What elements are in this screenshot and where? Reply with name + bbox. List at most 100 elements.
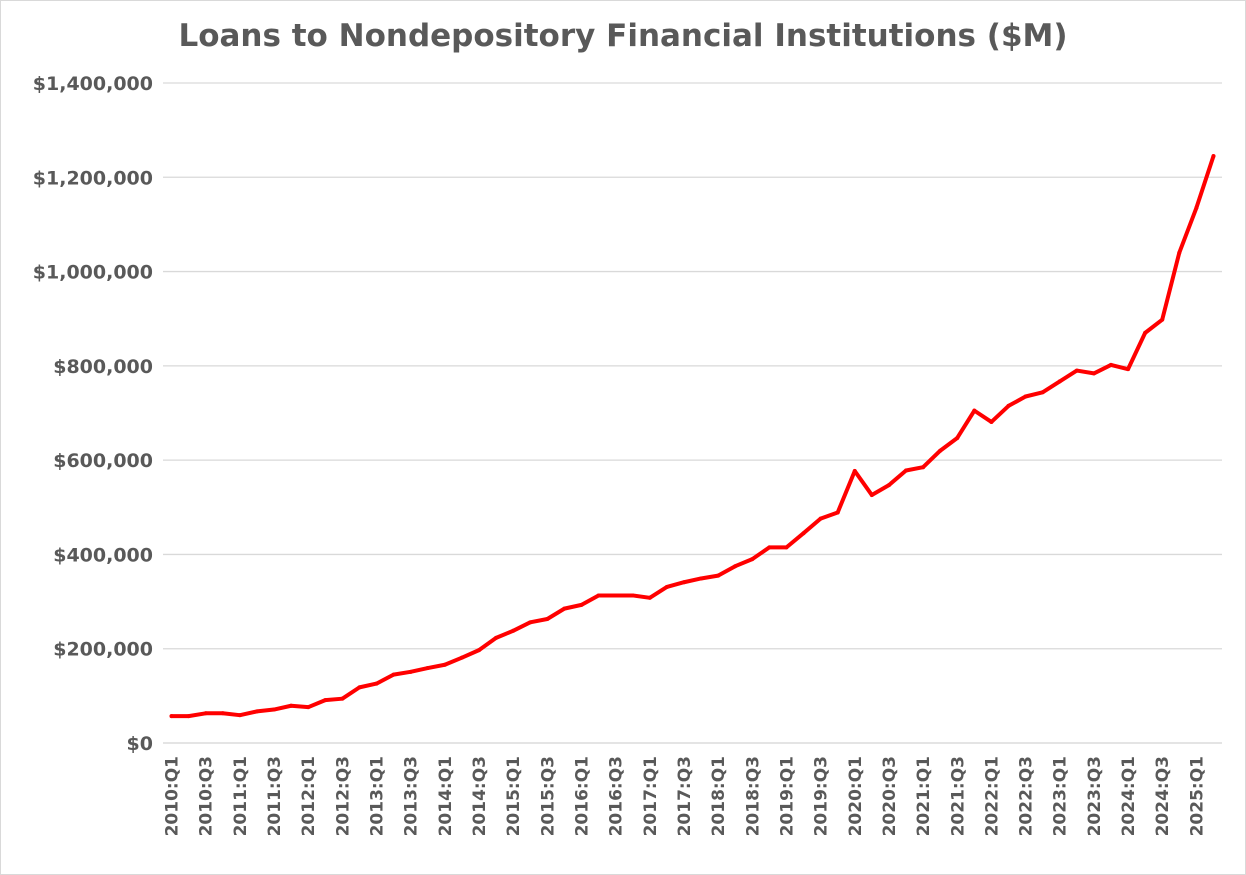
- data-point: [1040, 390, 1045, 395]
- y-tick-label: $400,000: [53, 544, 153, 566]
- data-point: [1074, 368, 1079, 373]
- y-tick-label: $600,000: [53, 450, 153, 472]
- data-point: [528, 620, 533, 625]
- data-point: [1194, 205, 1199, 210]
- x-tick-label: 2019:Q3: [812, 756, 832, 836]
- data-point: [750, 557, 755, 562]
- data-point: [408, 669, 413, 674]
- data-point: [357, 685, 362, 690]
- data-point: [921, 465, 926, 470]
- x-tick-label: 2016:Q3: [607, 756, 627, 836]
- data-point: [289, 703, 294, 708]
- x-tick-label: 2018:Q1: [709, 756, 729, 836]
- x-tick-label: 2021:Q3: [948, 756, 968, 836]
- data-point: [1108, 362, 1113, 367]
- data-point: [938, 448, 943, 453]
- series-layer: [169, 154, 1216, 719]
- data-point: [733, 564, 738, 569]
- x-tick-label: 2014:Q3: [470, 756, 490, 836]
- x-axis-ticks: 2010:Q1 2010:Q3 2011:Q1 2011:Q3 2012:Q1 2012:…: [163, 756, 1208, 836]
- data-point: [169, 714, 174, 719]
- data-point: [203, 711, 208, 716]
- x-tick-label: 2018:Q3: [743, 756, 763, 836]
- data-point: [767, 545, 772, 550]
- data-point: [374, 681, 379, 686]
- data-point: [596, 593, 601, 598]
- data-point: [904, 468, 909, 473]
- x-tick-label: 2020:Q1: [846, 756, 866, 836]
- y-axis-ticks: $0 $200,000 $400,000 $600,000 $800,000 $1,000…: [33, 73, 153, 755]
- gridlines: [163, 82, 1222, 744]
- y-tick-label: $1,000,000: [33, 262, 153, 284]
- x-tick-label: 2014:Q1: [436, 756, 456, 836]
- x-tick-label: 2011:Q1: [231, 756, 251, 836]
- data-point: [716, 573, 721, 578]
- data-point: [562, 606, 567, 611]
- data-point: [391, 672, 396, 677]
- x-tick-label: 2022:Q1: [982, 756, 1002, 836]
- data-point: [972, 408, 977, 413]
- data-point: [1091, 371, 1096, 376]
- data-point: [1143, 330, 1148, 335]
- x-tick-label: 2017:Q1: [641, 756, 661, 836]
- data-point: [835, 510, 840, 515]
- x-tick-label: 2017:Q3: [675, 756, 695, 836]
- x-tick-label: 2020:Q3: [880, 756, 900, 836]
- data-point: [323, 698, 328, 703]
- data-point: [647, 595, 652, 600]
- x-tick-label: 2010:Q1: [163, 756, 183, 836]
- data-point: [340, 696, 345, 701]
- x-tick-label: 2022:Q3: [1017, 756, 1037, 836]
- data-point: [699, 576, 704, 581]
- data-point: [254, 709, 259, 714]
- data-point: [545, 617, 550, 622]
- data-point: [442, 662, 447, 667]
- data-point: [886, 483, 891, 488]
- data-point: [511, 628, 516, 633]
- x-tick-label: 2011:Q3: [265, 756, 285, 836]
- data-point: [494, 635, 499, 640]
- x-tick-label: 2013:Q1: [368, 756, 388, 836]
- data-point: [852, 468, 857, 473]
- data-point: [1211, 154, 1216, 159]
- x-tick-label: 2024:Q3: [1153, 756, 1173, 836]
- data-point: [476, 648, 481, 653]
- x-tick-label: 2010:Q3: [197, 756, 217, 836]
- y-tick-label: $200,000: [53, 639, 153, 661]
- data-point: [186, 714, 191, 719]
- x-tick-label: 2012:Q1: [299, 756, 319, 836]
- y-tick-label: $1,200,000: [33, 167, 153, 189]
- data-point: [681, 580, 686, 585]
- chart-title: Loans to Nondepository Financial Institu…: [178, 18, 1068, 54]
- data-point: [801, 531, 806, 536]
- x-tick-label: 2023:Q1: [1051, 756, 1071, 836]
- data-point: [989, 419, 994, 424]
- data-point: [272, 707, 277, 712]
- x-tick-label: 2024:Q1: [1119, 756, 1139, 836]
- x-tick-label: 2015:Q1: [504, 756, 524, 836]
- x-tick-label: 2015:Q3: [538, 756, 558, 836]
- data-point: [630, 593, 635, 598]
- data-point: [955, 435, 960, 440]
- data-point: [818, 516, 823, 521]
- y-tick-label: $800,000: [53, 356, 153, 378]
- data-point: [869, 493, 874, 498]
- data-point: [784, 545, 789, 550]
- x-tick-label: 2013:Q3: [402, 756, 422, 836]
- data-point: [579, 602, 584, 607]
- data-point: [1057, 379, 1062, 384]
- data-point: [1006, 403, 1011, 408]
- x-tick-label: 2019:Q1: [777, 756, 797, 836]
- x-tick-label: 2021:Q1: [914, 756, 934, 836]
- x-tick-label: 2025:Q1: [1187, 756, 1207, 836]
- data-point: [459, 655, 464, 660]
- data-point: [306, 705, 311, 710]
- data-point: [664, 584, 669, 589]
- y-tick-label: $1,400,000: [33, 73, 153, 95]
- data-point: [220, 711, 225, 716]
- data-point: [237, 713, 242, 718]
- series-line: [169, 154, 1216, 719]
- x-tick-label: 2023:Q3: [1085, 756, 1105, 836]
